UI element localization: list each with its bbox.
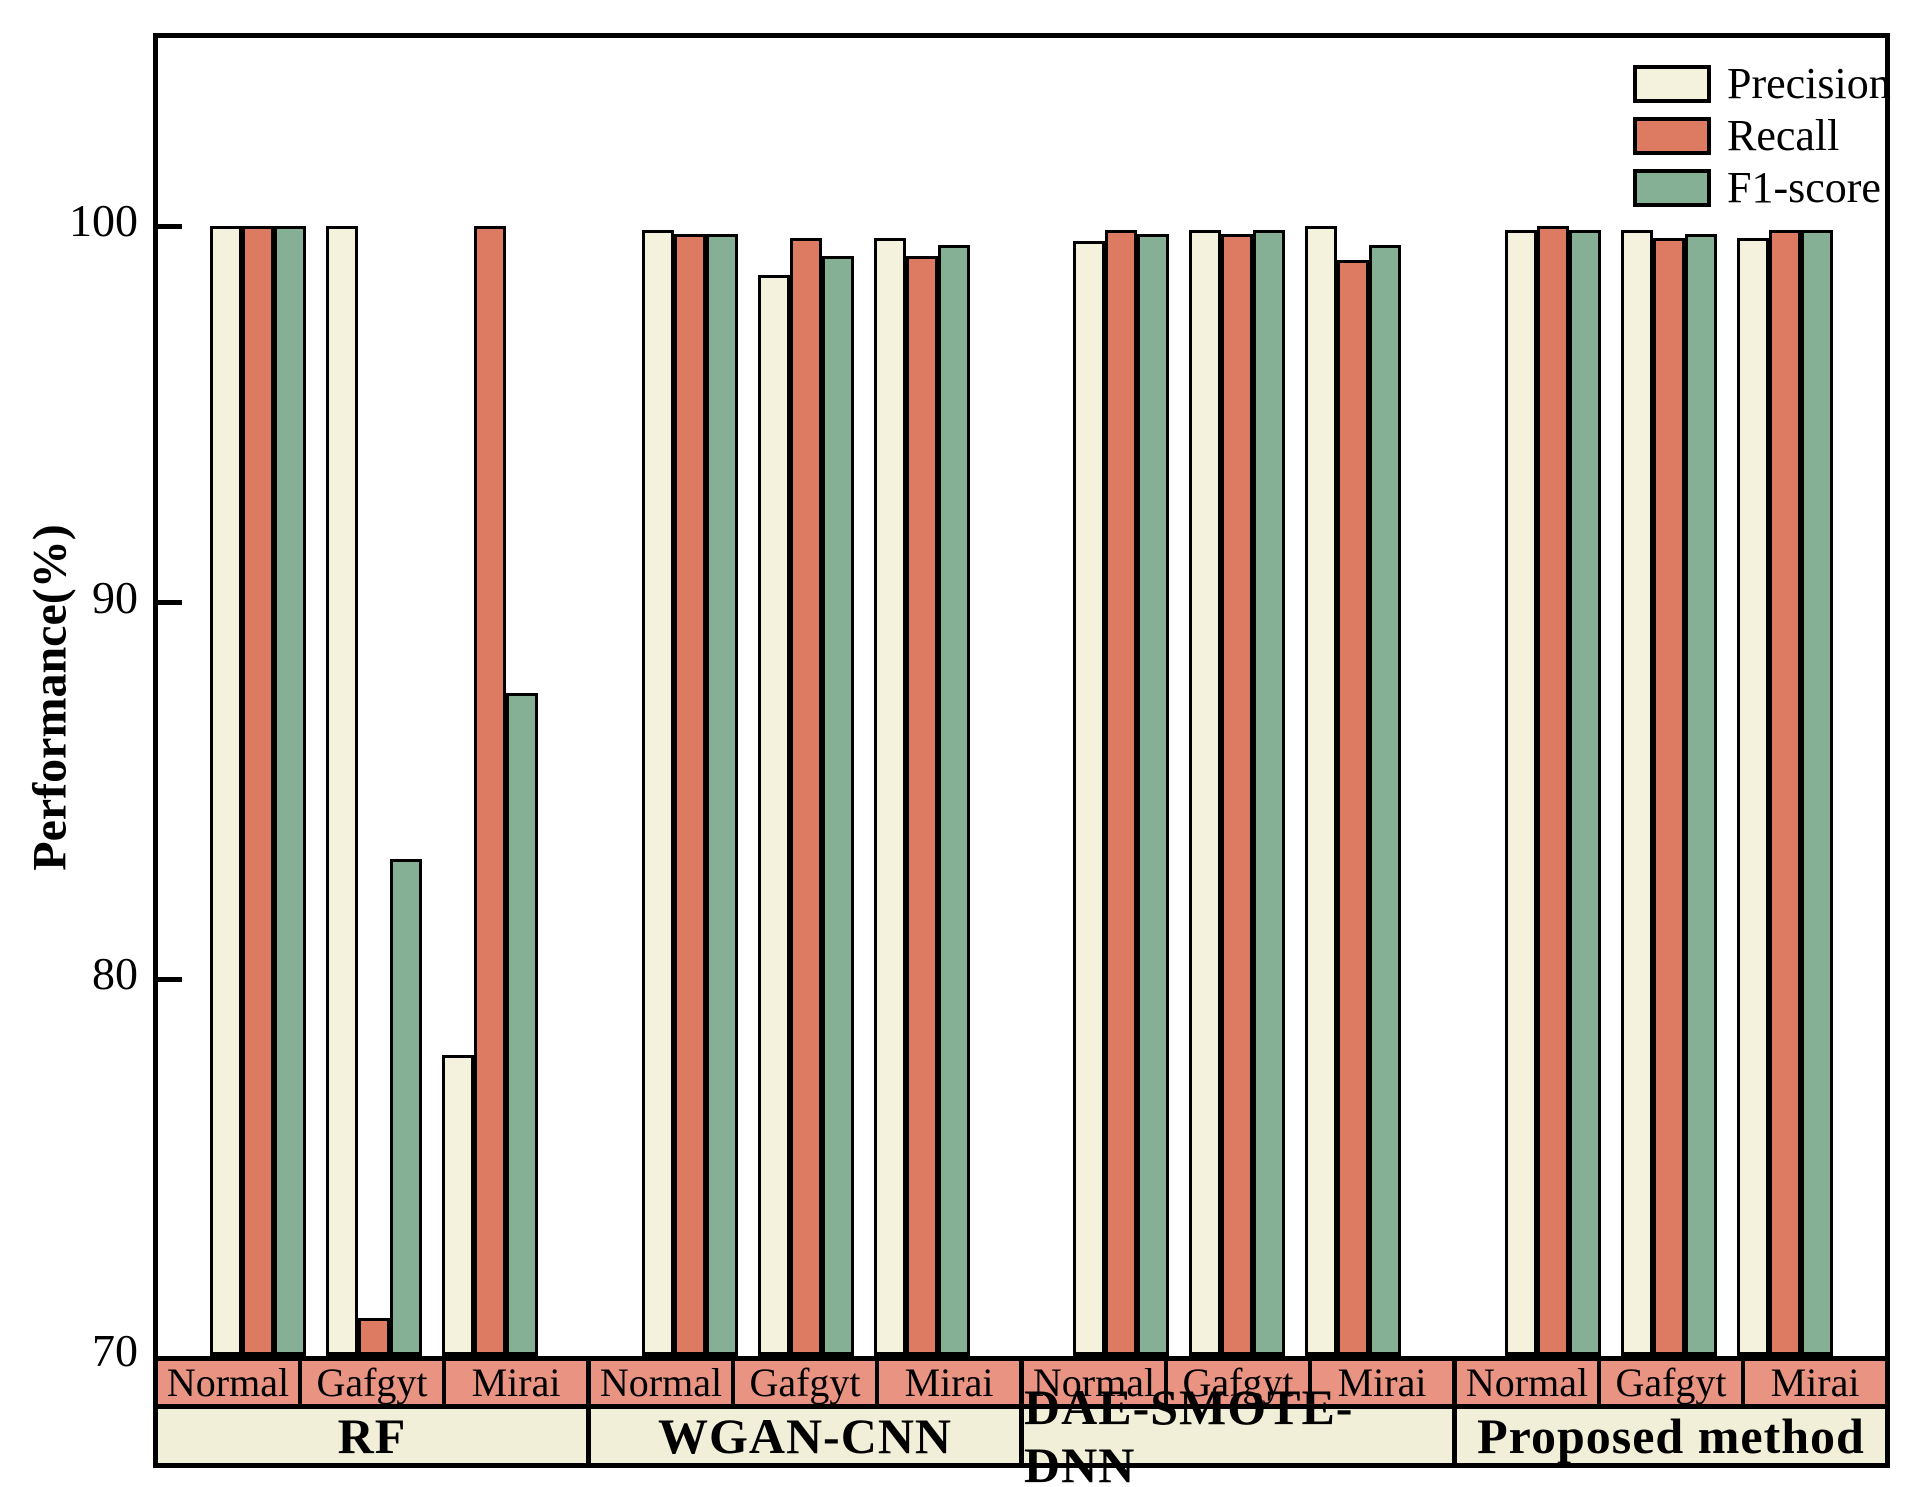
bar-wgan-cnn-gafgyt-f1-score xyxy=(821,256,854,1356)
method-label-wgan-cnn: WGAN-CNN xyxy=(586,1408,1019,1464)
bar-group-wgan-cnn-normal xyxy=(641,230,738,1356)
legend-label-precision: Precision xyxy=(1727,59,1891,108)
bar-wgan-cnn-gafgyt-precision xyxy=(757,275,790,1356)
plot-area xyxy=(158,38,1885,1356)
bar-proposed-method-normal-f1-score xyxy=(1569,230,1602,1356)
method-label-dae-smote-dnn: DAE-SMOTE-DNN xyxy=(1019,1379,1452,1487)
y-tick-label-80: 80 xyxy=(92,948,138,1000)
bar-wgan-cnn-normal-precision xyxy=(641,230,674,1356)
bar-group-dae-smote-dnn-gafgyt xyxy=(1189,230,1286,1356)
legend-row-recall: Recall xyxy=(1633,114,1891,158)
category-section-wgan-cnn: Normal Gafgyt Mirai xyxy=(586,1360,1019,1405)
legend-label-f1: F1-score xyxy=(1727,163,1881,212)
bar-proposed-method-gafgyt-f1-score xyxy=(1685,233,1718,1356)
method-label-rf: RF xyxy=(337,1408,407,1464)
y-tick-label-100: 100 xyxy=(69,195,138,247)
category-section-rf: Normal Gafgyt Mirai xyxy=(158,1360,586,1405)
bar-group-dae-smote-dnn-normal xyxy=(1073,230,1170,1356)
category-band: Normal Gafgyt Mirai Normal Gafgyt Mirai Normal… xyxy=(158,1356,1885,1405)
category-label-gafgyt: Gafgyt xyxy=(298,1360,442,1405)
category-section-dae-smote-dnn: Normal Gafgyt Mirai xyxy=(1019,1360,1452,1405)
category-label-gafgyt: Gafgyt xyxy=(1597,1360,1741,1405)
category-label-mirai: Mirai xyxy=(1741,1360,1885,1405)
y-tick-mark-100 xyxy=(158,223,182,229)
bar-rf-gafgyt-precision xyxy=(325,226,358,1356)
bar-proposed-method-gafgyt-precision xyxy=(1621,230,1654,1356)
bar-proposed-method-gafgyt-recall xyxy=(1653,237,1686,1356)
bar-proposed-method-mirai-recall xyxy=(1769,230,1802,1356)
plot-frame: Normal Gafgyt Mirai Normal Gafgyt Mirai Normal… xyxy=(153,33,1890,1487)
y-tick-mark-80 xyxy=(158,976,182,982)
category-label-normal: Normal xyxy=(1032,1360,1156,1405)
bar-rf-mirai-f1-score xyxy=(505,693,538,1356)
bar-group-wgan-cnn-mirai xyxy=(873,237,970,1356)
legend-row-f1: F1-score xyxy=(1633,166,1891,210)
legend: Precision Recall F1-score xyxy=(1633,62,1891,218)
legend-label-recall: Recall xyxy=(1727,111,1840,160)
category-label-normal: Normal xyxy=(1465,1360,1589,1405)
bar-proposed-method-mirai-precision xyxy=(1737,237,1770,1356)
bar-dae-smote-dnn-mirai-f1-score xyxy=(1369,245,1402,1356)
bar-rf-normal-recall xyxy=(241,226,274,1356)
bar-group-proposed-method-normal xyxy=(1505,226,1602,1356)
y-tick-label-70: 70 xyxy=(92,1325,138,1376)
category-label-gafgyt: Gafgyt xyxy=(731,1360,875,1405)
category-label-normal: Normal xyxy=(599,1360,723,1405)
method-label-proposed-method: Proposed method xyxy=(1452,1408,1885,1464)
bar-rf-gafgyt-recall xyxy=(357,1318,390,1356)
bar-rf-normal-f1-score xyxy=(273,226,306,1356)
bar-group-rf-normal xyxy=(209,226,306,1356)
bar-group-wgan-cnn-gafgyt xyxy=(757,237,854,1356)
category-label-normal: Normal xyxy=(166,1360,290,1405)
category-label-mirai: Mirai xyxy=(442,1360,586,1405)
bar-group-proposed-method-gafgyt xyxy=(1621,230,1718,1356)
legend-row-precision: Precision xyxy=(1633,62,1891,106)
category-label-mirai: Mirai xyxy=(875,1360,1019,1405)
y-tick-label-90: 90 xyxy=(92,571,138,623)
method-band: RF WGAN-CNN DAE-SMOTE-DNN Proposed method xyxy=(158,1379,1885,1487)
recall-swatch-icon xyxy=(1633,117,1711,155)
bar-rf-gafgyt-f1-score xyxy=(389,858,422,1356)
bar-rf-mirai-precision xyxy=(441,1054,474,1356)
y-axis-label: Performance(%) xyxy=(23,524,77,871)
bar-dae-smote-dnn-mirai-precision xyxy=(1305,226,1338,1356)
bar-wgan-cnn-normal-f1-score xyxy=(705,233,738,1356)
precision-swatch-icon xyxy=(1633,65,1711,103)
bar-group-rf-gafgyt xyxy=(325,226,422,1356)
bar-wgan-cnn-mirai-precision xyxy=(873,237,906,1356)
bar-proposed-method-mirai-f1-score xyxy=(1801,230,1834,1356)
bar-dae-smote-dnn-gafgyt-precision xyxy=(1189,230,1222,1356)
bar-wgan-cnn-mirai-recall xyxy=(905,256,938,1356)
bar-wgan-cnn-gafgyt-recall xyxy=(789,237,822,1356)
bar-dae-smote-dnn-normal-precision xyxy=(1073,241,1106,1356)
y-tick-mark-90 xyxy=(158,600,182,606)
category-label-mirai: Mirai xyxy=(1308,1360,1452,1405)
bar-rf-normal-precision xyxy=(209,226,242,1356)
bar-dae-smote-dnn-normal-f1-score xyxy=(1137,233,1170,1356)
category-label-gafgyt: Gafgyt xyxy=(1164,1360,1308,1405)
category-section-proposed-method: Normal Gafgyt Mirai xyxy=(1452,1360,1885,1405)
bar-wgan-cnn-mirai-f1-score xyxy=(937,245,970,1356)
f1-swatch-icon xyxy=(1633,169,1711,207)
bar-wgan-cnn-normal-recall xyxy=(673,233,706,1356)
bar-group-proposed-method-mirai xyxy=(1737,230,1834,1356)
bar-group-dae-smote-dnn-mirai xyxy=(1305,226,1402,1356)
bar-proposed-method-normal-recall xyxy=(1537,226,1570,1356)
bar-rf-mirai-recall xyxy=(473,226,506,1356)
bar-proposed-method-normal-precision xyxy=(1505,230,1538,1356)
bar-group-rf-mirai xyxy=(441,226,538,1356)
bar-dae-smote-dnn-normal-recall xyxy=(1105,230,1138,1356)
bar-dae-smote-dnn-gafgyt-f1-score xyxy=(1253,230,1286,1356)
bar-dae-smote-dnn-gafgyt-recall xyxy=(1221,233,1254,1356)
bar-dae-smote-dnn-mirai-recall xyxy=(1337,260,1370,1356)
